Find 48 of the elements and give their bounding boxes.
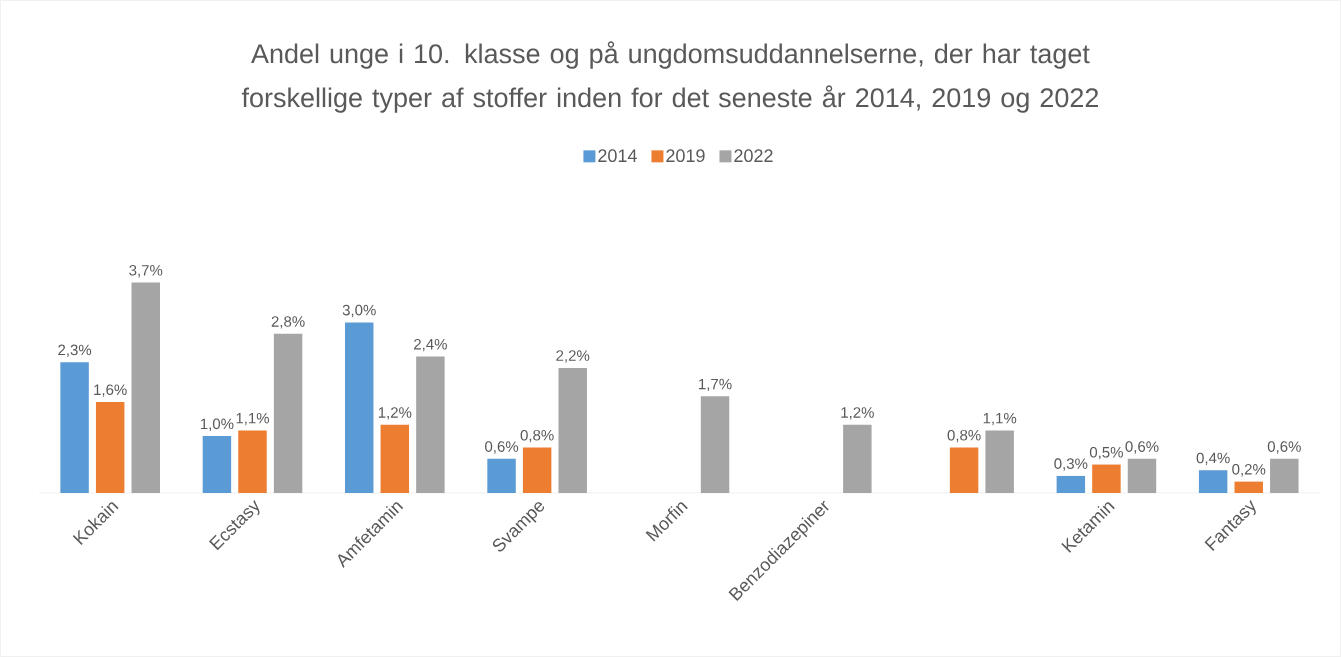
data-label: 0,8% [520,429,554,443]
data-label: 0,6% [1267,441,1301,454]
data-label: 3,7% [129,264,163,278]
legend-label: 2019 [666,149,705,163]
bar [1127,458,1157,493]
bar [345,322,374,493]
data-label: 0,6% [485,441,519,454]
data-label: 0,5% [1089,446,1123,460]
chart-title: Andel unge i 10. klasse og på ungdomsuddannelserne, der har taget forskellige typer af stoffer inden for det seneste år 2014, 2019 og 2022 [241,41,1099,113]
data-label: 0,3% [1054,458,1088,471]
bar [558,367,587,493]
data-label: 2,2% [556,350,590,363]
bar [1234,481,1263,493]
bar [95,402,125,493]
data-label: 0,4% [1196,452,1230,466]
bar [1270,458,1299,493]
data-label: 1,6% [94,384,127,397]
bar [60,362,89,493]
bar [1092,464,1121,493]
data-label: 0,6% [1125,441,1159,454]
bar [522,447,552,493]
data-label: 2,8% [271,316,305,329]
bar [985,430,1014,493]
bar [202,436,232,493]
legend-label: 2022 [734,149,773,163]
data-label: 0,2% [1232,464,1266,477]
data-label: 1,0% [200,418,234,431]
data-label: 1,2% [841,407,874,420]
bar [949,447,979,493]
bar [700,396,730,493]
data-label: 1,1% [983,412,1017,426]
bar [416,356,445,493]
data-label: 2,4% [414,338,447,352]
legend-label: 2014 [598,149,637,163]
data-label: 1,2% [378,407,412,420]
data-label: 3,0% [342,304,376,318]
data-label: 2,3% [58,344,92,357]
bar [131,282,160,493]
bar [380,424,410,493]
bar [238,430,267,493]
bar [843,424,872,493]
bar [487,458,516,493]
data-label: 0,8% [947,429,981,443]
data-label: 1,7% [699,378,732,392]
data-label: 1,1% [236,412,270,426]
bar [1198,470,1228,493]
bar [1056,475,1086,493]
bar [273,333,303,493]
